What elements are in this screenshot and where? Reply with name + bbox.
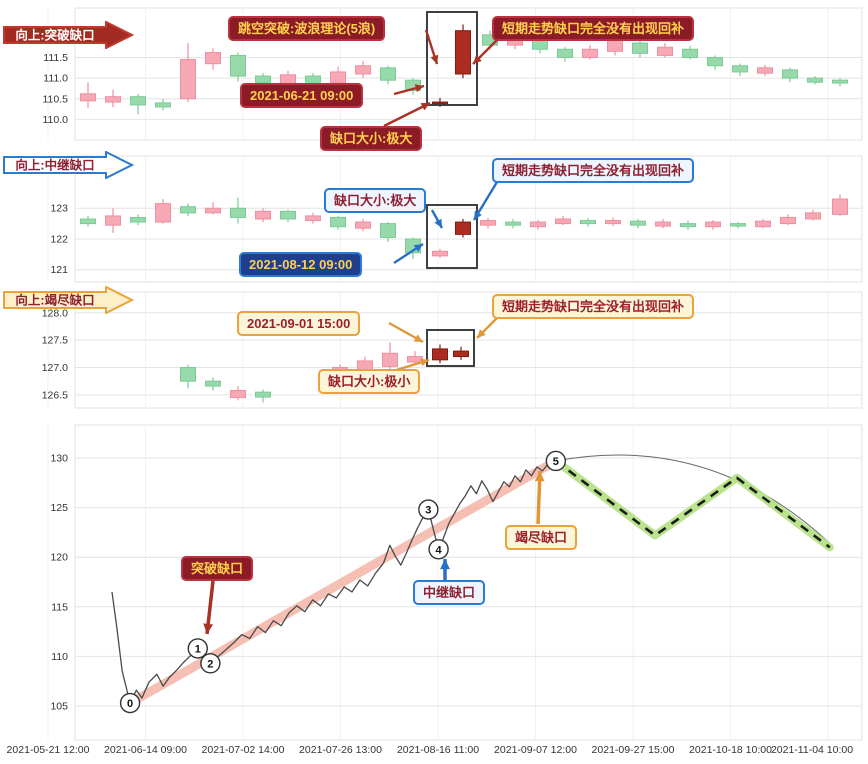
label-exhaustion-gap: 竭尽缺口 bbox=[505, 525, 578, 550]
annotation-no-backfill-breakaway: 短期走势缺口完全没有出现回补 bbox=[492, 16, 695, 41]
wave-point-2 bbox=[200, 653, 221, 674]
svg-text:110.5: 110.5 bbox=[43, 93, 69, 105]
runaway-gap-panel: 123 122 121 bbox=[47, 155, 863, 283]
badge-label: 向上:突破缺口 bbox=[15, 28, 94, 43]
annotation-gap-date-runaway: 2021-08-12 09:00 bbox=[239, 252, 363, 277]
badge-label: 向上:竭尽缺口 bbox=[15, 293, 94, 308]
svg-text:2021-07-02 14:00: 2021-07-02 14:00 bbox=[202, 744, 285, 756]
svg-text:125: 125 bbox=[50, 502, 68, 514]
gap-highlight-box bbox=[426, 204, 478, 269]
badge-runaway-gap: 向上:中继缺口 bbox=[3, 151, 135, 179]
annotation-arrows bbox=[203, 29, 545, 635]
svg-text:4: 4 bbox=[436, 544, 443, 556]
svg-text:2021-05-21 12:00: 2021-05-21 12:00 bbox=[7, 744, 90, 756]
svg-text:121: 121 bbox=[50, 264, 68, 276]
badge-exhaustion-gap: 向上:竭尽缺口 bbox=[3, 286, 135, 314]
svg-text:110: 110 bbox=[51, 651, 68, 663]
forecast-band bbox=[551, 456, 834, 552]
label-runaway-gap: 中继缺口 bbox=[413, 580, 486, 605]
badge-breakaway-gap: 向上:突破缺口 bbox=[3, 21, 135, 49]
svg-text:122: 122 bbox=[50, 233, 68, 245]
svg-text:3: 3 bbox=[425, 505, 431, 517]
svg-text:110.0: 110.0 bbox=[43, 114, 69, 126]
badge-arrow-shape bbox=[3, 21, 135, 49]
svg-text:111.5: 111.5 bbox=[43, 52, 68, 64]
svg-text:2021-08-16 11:00: 2021-08-16 11:00 bbox=[397, 744, 479, 756]
wave-point-1 bbox=[187, 638, 208, 659]
svg-text:105: 105 bbox=[50, 701, 68, 713]
wave-point-0 bbox=[119, 692, 141, 714]
annotation-gap-date-breakaway: 2021-06-21 09:00 bbox=[240, 83, 364, 108]
annotation-gap-size-breakaway: 缺口大小:极大 bbox=[320, 126, 423, 151]
breakaway-gap-panel: 111.5 111.0 110.5 110.0 bbox=[43, 7, 863, 141]
svg-text:0: 0 bbox=[127, 698, 133, 710]
badge-arrow-shape bbox=[3, 151, 135, 179]
svg-text:115: 115 bbox=[51, 601, 68, 613]
svg-text:2021-10-18 10:00: 2021-10-18 10:00 bbox=[689, 744, 772, 756]
price-line bbox=[111, 460, 557, 704]
svg-text:2021-09-27 15:00: 2021-09-27 15:00 bbox=[592, 744, 675, 756]
trend-band bbox=[125, 456, 561, 708]
annotation-breakout-wave-theory: 跳空突破:波浪理论(5浪) bbox=[228, 16, 386, 41]
svg-text:123: 123 bbox=[50, 203, 68, 215]
svg-text:2021-07-26 13:00: 2021-07-26 13:00 bbox=[299, 744, 382, 756]
gap-highlight-box bbox=[426, 329, 475, 367]
annotation-gap-size-exhaustion: 缺口大小:极小 bbox=[318, 369, 421, 394]
annotation-no-backfill-runaway: 短期走势缺口完全没有出现回补 bbox=[492, 158, 695, 183]
svg-text:5: 5 bbox=[553, 456, 559, 468]
wave-point-5 bbox=[545, 450, 567, 472]
svg-text:2: 2 bbox=[207, 658, 213, 670]
label-breakaway-gap: 突破缺口 bbox=[181, 556, 254, 581]
annotation-gap-date-exhaustion: 2021-09-01 15:00 bbox=[237, 311, 361, 336]
svg-text:130: 130 bbox=[50, 453, 68, 465]
svg-text:111.0: 111.0 bbox=[43, 73, 68, 85]
badge-label: 向上:中继缺口 bbox=[15, 158, 94, 173]
badge-arrow-shape bbox=[3, 286, 135, 314]
svg-text:1: 1 bbox=[195, 643, 201, 655]
svg-text:126.5: 126.5 bbox=[42, 389, 68, 401]
svg-text:2021-06-14 09:00: 2021-06-14 09:00 bbox=[104, 744, 187, 756]
annotation-no-backfill-exhaustion: 短期走势缺口完全没有出现回补 bbox=[492, 294, 695, 319]
projection-arc bbox=[555, 454, 831, 544]
svg-text:128.0: 128.0 bbox=[42, 307, 68, 319]
annotation-gap-size-runaway: 缺口大小:极大 bbox=[324, 188, 427, 213]
wave-point-3 bbox=[418, 499, 439, 520]
svg-text:127.5: 127.5 bbox=[42, 335, 68, 347]
svg-text:120: 120 bbox=[50, 552, 68, 564]
svg-text:2021-09-07 12:00: 2021-09-07 12:00 bbox=[494, 744, 577, 756]
wave-point-4 bbox=[428, 539, 449, 560]
svg-text:127.0: 127.0 bbox=[42, 362, 68, 374]
svg-text:2021-11-04 10:00: 2021-11-04 10:00 bbox=[771, 744, 853, 756]
exhaustion-gap-panel: 128.0 127.5 127.0 126.5 bbox=[42, 291, 863, 409]
